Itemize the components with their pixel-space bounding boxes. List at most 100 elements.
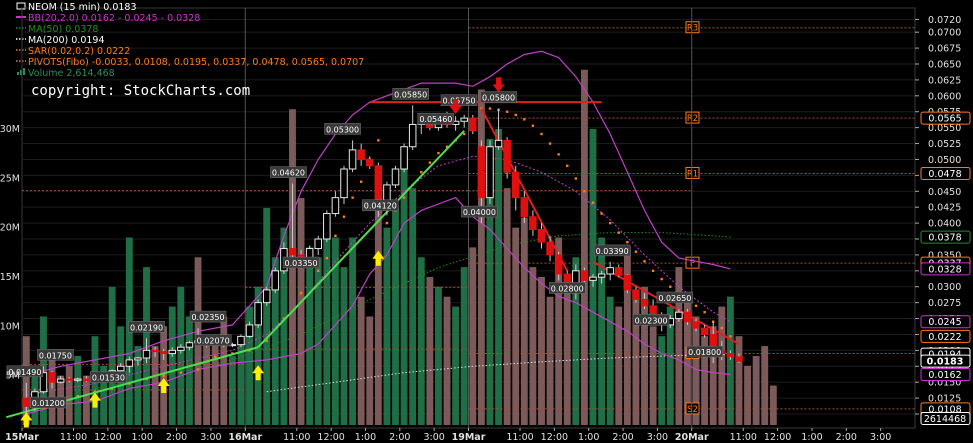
annotation-label: 0.01200 bbox=[32, 399, 65, 408]
volume-bar bbox=[606, 296, 614, 425]
legend-bars-icon bbox=[23, 68, 25, 75]
annotation-box bbox=[362, 199, 399, 211]
candle-down bbox=[357, 149, 365, 160]
candle-up bbox=[340, 168, 348, 199]
sar-dot bbox=[334, 234, 337, 238]
pivot-label-box bbox=[685, 256, 700, 269]
volume-bar bbox=[684, 296, 691, 425]
y-badge-box bbox=[920, 329, 971, 343]
candle-down bbox=[580, 270, 589, 281]
candle-down bbox=[82, 378, 91, 382]
candle-up bbox=[262, 289, 271, 304]
sar-dot bbox=[729, 335, 732, 338]
volume-bar bbox=[400, 158, 408, 426]
sar-dot bbox=[351, 196, 354, 199]
volume-bar bbox=[271, 257, 279, 425]
candle-up bbox=[348, 149, 357, 170]
volume-bar bbox=[374, 178, 382, 425]
annotation-label: 0.05460 bbox=[419, 115, 452, 124]
volume-bar bbox=[65, 365, 73, 425]
volume-bar bbox=[246, 306, 253, 425]
sar-dot bbox=[514, 113, 517, 117]
volume-bar bbox=[211, 336, 219, 425]
legend-bars-icon bbox=[20, 70, 22, 75]
volume-bar bbox=[460, 267, 468, 425]
candle-up bbox=[56, 378, 65, 383]
x-axis: 15Mar 11:00 12:00 1:00 2:00 3:00 16Mar 11:00 12:… bbox=[5, 428, 891, 443]
volume-bar bbox=[237, 336, 245, 425]
sar-dot bbox=[583, 190, 586, 193]
volume-bar bbox=[623, 247, 631, 425]
annotation-label: 0.05850 bbox=[394, 90, 427, 99]
sar-dot bbox=[703, 310, 706, 314]
annotation-box bbox=[548, 282, 586, 294]
volume-bar bbox=[151, 346, 159, 425]
volume-tick-label: 20M bbox=[0, 223, 20, 234]
sar-dot bbox=[299, 291, 303, 295]
sar-dot bbox=[488, 107, 492, 110]
annotation-label: 0.01750 bbox=[39, 351, 72, 360]
volume-bar bbox=[134, 346, 142, 425]
pivot-label-box bbox=[685, 166, 700, 179]
sar-dot bbox=[566, 164, 569, 168]
volume-bar bbox=[563, 276, 571, 425]
y-badge-box bbox=[920, 411, 971, 425]
candle-up bbox=[323, 213, 331, 240]
legend-volume: Volume 2,614,468 bbox=[28, 68, 115, 79]
annotation-box bbox=[37, 349, 74, 361]
annotation-label: 0.04120 bbox=[364, 202, 397, 211]
candle-down bbox=[537, 228, 546, 243]
candle-up bbox=[460, 117, 468, 122]
candle-down bbox=[735, 356, 743, 362]
volume-bar bbox=[82, 375, 90, 425]
sar-dot bbox=[463, 132, 466, 136]
volume-bar bbox=[598, 237, 606, 425]
pivot-label: S2 bbox=[687, 405, 698, 415]
volume-bar bbox=[529, 267, 537, 425]
volume-bar bbox=[495, 128, 502, 425]
volume-bar bbox=[100, 365, 108, 425]
x-tick-label: 11:00 bbox=[283, 432, 310, 443]
legend-box-icon bbox=[16, 2, 26, 10]
sar-dot bbox=[608, 221, 612, 225]
volume-bar bbox=[340, 267, 348, 425]
y-tick-label: 0.0675 bbox=[928, 44, 961, 55]
annotation-box bbox=[194, 334, 232, 346]
annotation-box bbox=[461, 205, 498, 218]
volume-bar bbox=[357, 296, 365, 425]
pivot-label: P bbox=[690, 259, 695, 269]
candle-up bbox=[494, 139, 503, 148]
candle-down bbox=[151, 349, 159, 353]
candle-up bbox=[408, 123, 417, 148]
y-badge-label: 2614468 bbox=[924, 414, 966, 425]
sar-dot bbox=[162, 374, 165, 378]
sar-dot bbox=[651, 269, 655, 273]
x-tick-label: 2:00 bbox=[389, 432, 410, 443]
volume-bar bbox=[580, 69, 588, 425]
x-tick-label: 12:00 bbox=[764, 432, 791, 443]
legend-ma200: MA(200) 0.0194 bbox=[28, 35, 105, 46]
candle-up bbox=[589, 276, 597, 281]
candle-down bbox=[65, 378, 73, 381]
sar-dot bbox=[445, 145, 449, 148]
candle-up bbox=[134, 357, 142, 361]
candle-up bbox=[142, 349, 151, 359]
volume-bar bbox=[469, 247, 477, 425]
trendline-support-2 bbox=[257, 130, 465, 348]
volume-bar bbox=[383, 227, 391, 425]
candle-up bbox=[400, 146, 408, 170]
pivot-label: R1 bbox=[687, 169, 698, 179]
volume-bar bbox=[306, 247, 314, 425]
volume-bar bbox=[314, 257, 322, 425]
candle-down bbox=[511, 171, 520, 199]
sar-dot bbox=[660, 277, 663, 281]
candle-up bbox=[168, 349, 177, 355]
buy-arrow-icon bbox=[252, 365, 265, 381]
sar-dot bbox=[694, 304, 698, 308]
annotation-label: 0.05300 bbox=[326, 125, 359, 134]
annotation-label: 0.02190 bbox=[130, 323, 163, 332]
pivot-label: R2 bbox=[687, 114, 698, 124]
volume-bars bbox=[22, 69, 777, 426]
candle-down bbox=[48, 372, 56, 383]
